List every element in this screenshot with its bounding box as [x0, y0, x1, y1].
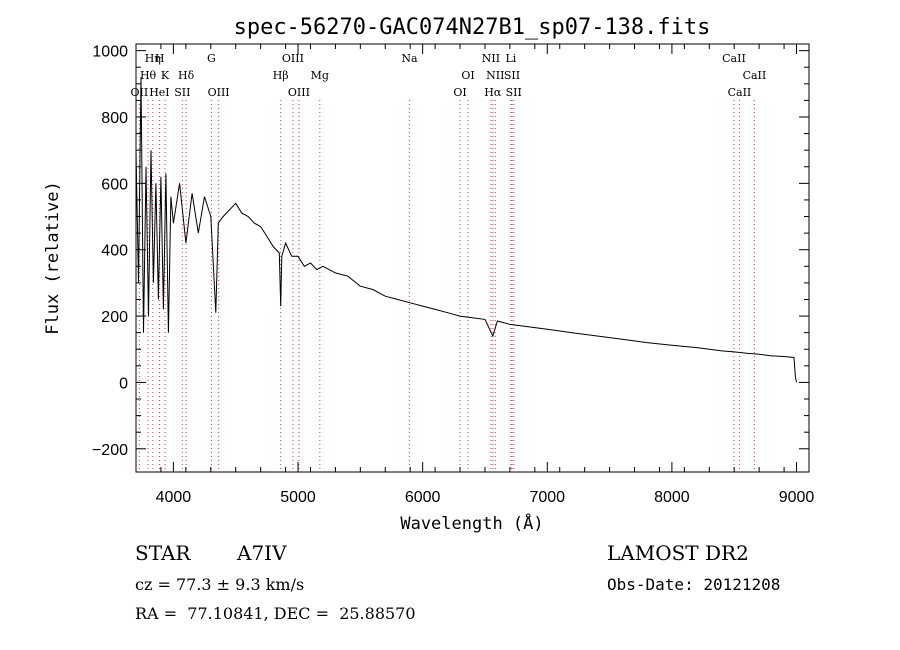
y-tick-label: 400	[101, 243, 128, 260]
spectral-line-label: K	[161, 69, 170, 82]
x-tick-label: 9000	[779, 489, 815, 506]
spectral-line-label: Li	[505, 52, 516, 65]
spectral-line-label: SII	[504, 69, 520, 82]
y-tick-label: −200	[92, 442, 128, 459]
x-axis-ticks: 4000 5000 6000 7000 8000 9000	[135, 44, 815, 506]
spectral-line-label: NII	[482, 52, 500, 65]
chart-title: spec-56270-GAC074N27B1_sp07-138.fits	[234, 15, 711, 40]
spectral-line-label: H	[155, 52, 165, 65]
spectral-line-label: CaII	[743, 69, 767, 82]
object-class: STAR	[135, 541, 191, 565]
spectral-line-label: SII	[174, 86, 190, 99]
spectral-line-label: Mg	[311, 69, 329, 82]
spectral-line-label: NII	[486, 69, 504, 82]
spectral-line-label: SII	[506, 86, 522, 99]
plot-frame	[135, 43, 810, 473]
spectral-line-label: OI	[453, 86, 466, 99]
y-tick-label: 800	[101, 110, 128, 127]
x-tick-label: 7000	[529, 489, 565, 506]
spectral-line-label: Hη	[145, 52, 161, 65]
y-axis-ticks: −200 0 200 400 600 800 1000	[92, 44, 809, 459]
redshift-cz: cz = 77.3 ± 9.3 km/s	[135, 575, 305, 594]
x-tick-label: 6000	[405, 489, 441, 506]
spectral-line-label: CaII	[722, 52, 746, 65]
spectral-line-label: Hα	[484, 86, 502, 99]
spectral-line-label: CaII	[728, 86, 752, 99]
spectral-line-label: Na	[401, 52, 418, 65]
x-tick-label: 5000	[280, 489, 316, 506]
y-axis-label: Flux (relative)	[43, 181, 63, 335]
spectrum-line	[135, 77, 797, 383]
object-subclass: A7IV	[237, 541, 287, 565]
coordinates: RA = 77.10841, DEC = 25.88570	[135, 604, 416, 623]
x-tick-label: 4000	[156, 489, 192, 506]
spectral-line-label: Hθ	[140, 69, 157, 82]
spectral-line-label: Hβ	[273, 69, 289, 82]
spectral-line-label: OIII	[288, 86, 310, 99]
survey-name: LAMOST DR2	[607, 541, 749, 565]
spectral-line-label: OIII	[282, 52, 304, 65]
y-tick-label: 600	[101, 176, 128, 193]
observation-date: Obs-Date: 20121208	[607, 575, 781, 594]
y-tick-label: 0	[119, 375, 128, 392]
spectral-line-label: HeI	[149, 86, 169, 99]
spectral-line-label: G	[207, 52, 216, 65]
spectral-line-label: OII	[131, 86, 149, 99]
spectral-line-label: OI	[461, 69, 474, 82]
spectral-line-label: Hδ	[178, 69, 195, 82]
x-axis-label: Wavelength (Å)	[400, 512, 543, 534]
spectral-line-label: OIII	[208, 86, 230, 99]
y-tick-label: 200	[101, 309, 128, 326]
x-tick-label: 8000	[654, 489, 690, 506]
y-tick-label: 1000	[92, 44, 128, 61]
